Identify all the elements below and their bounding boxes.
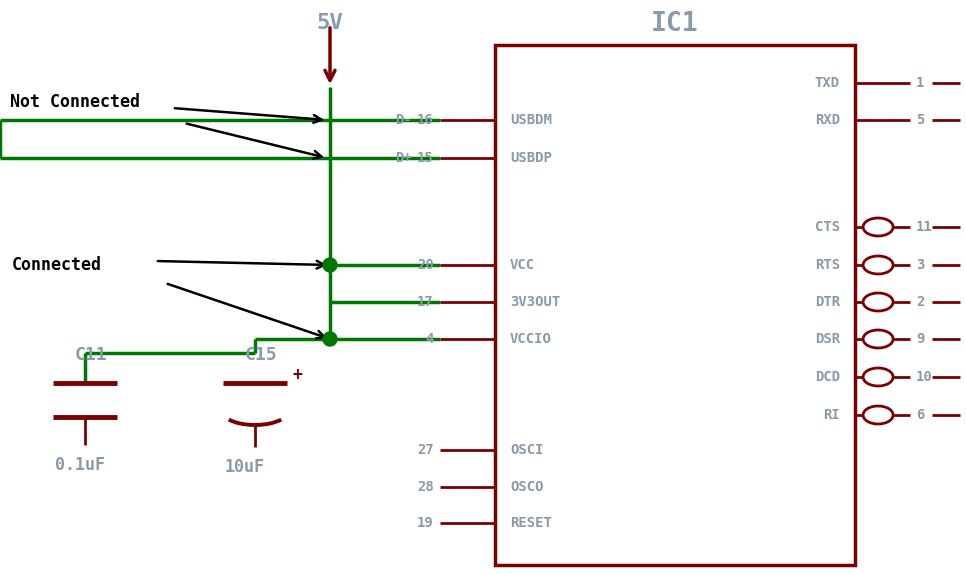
Text: 10: 10	[916, 370, 933, 384]
Text: RTS: RTS	[815, 258, 840, 272]
Text: 11: 11	[916, 220, 933, 234]
Text: OSCO: OSCO	[510, 480, 544, 494]
Text: 19: 19	[417, 516, 434, 530]
Text: USBDM: USBDM	[510, 113, 552, 127]
Text: 28: 28	[417, 480, 434, 494]
Text: D-: D-	[395, 113, 412, 127]
Text: TXD: TXD	[815, 76, 840, 90]
Text: 5V: 5V	[317, 13, 343, 33]
Text: 16: 16	[417, 113, 434, 127]
Text: USBDP: USBDP	[510, 151, 552, 165]
Text: VCCIO: VCCIO	[510, 332, 552, 346]
Circle shape	[323, 258, 337, 272]
Text: Not Connected: Not Connected	[10, 93, 140, 111]
Text: 17: 17	[417, 295, 434, 309]
Text: C11: C11	[75, 346, 107, 364]
Text: 9: 9	[916, 332, 924, 346]
Text: D+: D+	[395, 151, 412, 165]
Text: 2: 2	[916, 295, 924, 309]
Circle shape	[323, 332, 337, 346]
Text: +: +	[293, 366, 303, 384]
Text: 15: 15	[417, 151, 434, 165]
Text: RI: RI	[823, 408, 840, 422]
Text: C15: C15	[245, 346, 277, 364]
Text: 4: 4	[426, 332, 434, 346]
Text: DSR: DSR	[815, 332, 840, 346]
Text: 5: 5	[916, 113, 924, 127]
Text: 3: 3	[916, 258, 924, 272]
Text: DTR: DTR	[815, 295, 840, 309]
Text: 6: 6	[916, 408, 924, 422]
Text: RESET: RESET	[510, 516, 552, 530]
Text: 27: 27	[417, 443, 434, 457]
Text: 0.1uF: 0.1uF	[55, 456, 105, 474]
Text: 20: 20	[417, 258, 434, 272]
Text: IC1: IC1	[651, 11, 698, 37]
Text: VCC: VCC	[510, 258, 535, 272]
Text: RXD: RXD	[815, 113, 840, 127]
Text: CTS: CTS	[815, 220, 840, 234]
Text: 3V3OUT: 3V3OUT	[510, 295, 560, 309]
Text: Connected: Connected	[12, 256, 102, 274]
Text: DCD: DCD	[815, 370, 840, 384]
Text: 10uF: 10uF	[225, 458, 265, 476]
Bar	[495, 45, 855, 565]
Text: OSCI: OSCI	[510, 443, 544, 457]
Text: 1: 1	[916, 76, 924, 90]
